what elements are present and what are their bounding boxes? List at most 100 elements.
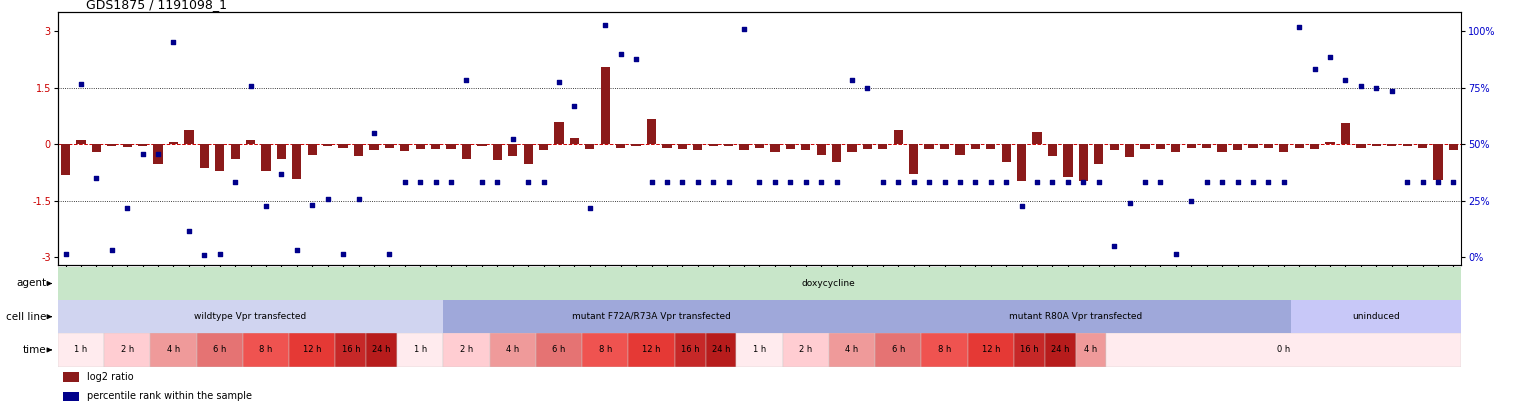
Point [362, 130, 387, 136]
Bar [782, 333, 829, 367]
Bar [1202, 144, 1212, 148]
Bar [277, 144, 286, 158]
Point [654, 179, 679, 185]
Bar [674, 333, 706, 367]
Bar [1292, 300, 1461, 333]
Point [84, 175, 108, 181]
Point [639, 179, 664, 185]
Bar [554, 122, 563, 144]
Bar [816, 144, 826, 155]
Bar [91, 144, 100, 152]
Point [901, 179, 925, 185]
Bar [724, 144, 734, 147]
Bar [586, 144, 595, 149]
Point [347, 196, 371, 202]
Bar [581, 333, 629, 367]
Text: 1 h: 1 h [75, 345, 88, 354]
Text: agent: agent [17, 279, 47, 288]
Point [393, 179, 417, 185]
Point [624, 56, 648, 62]
Bar [1172, 144, 1181, 152]
Point [315, 196, 339, 202]
Point [285, 247, 309, 253]
Bar [875, 333, 921, 367]
Bar [924, 144, 933, 149]
Bar [490, 333, 536, 367]
Bar [76, 140, 85, 144]
Point [131, 150, 155, 157]
Point [778, 179, 802, 185]
Bar [307, 144, 317, 155]
Point [207, 250, 231, 257]
Point [486, 179, 510, 185]
Point [1240, 179, 1265, 185]
Bar [62, 392, 79, 401]
Bar [62, 372, 79, 382]
Bar [154, 144, 163, 164]
Text: 16 h: 16 h [341, 345, 361, 354]
Bar [58, 267, 367, 300]
Bar [355, 144, 364, 156]
Text: doxycycline: doxycycline [802, 279, 855, 288]
Point [438, 179, 463, 185]
Bar [1292, 267, 1461, 300]
Bar [123, 144, 132, 147]
Bar [709, 144, 718, 147]
Point [224, 179, 248, 185]
Point [1441, 179, 1466, 185]
Bar [1310, 144, 1320, 149]
Bar [478, 144, 487, 147]
Bar [107, 144, 117, 146]
Bar [1248, 144, 1257, 148]
Text: 12 h: 12 h [982, 345, 1000, 354]
Text: cell line: cell line [6, 312, 47, 322]
Point [177, 228, 201, 234]
Text: 8 h: 8 h [259, 345, 272, 354]
Bar [103, 333, 151, 367]
Bar [647, 119, 656, 144]
Point [1379, 88, 1403, 95]
Bar [833, 144, 842, 162]
Bar [244, 333, 289, 367]
Text: 6 h: 6 h [892, 345, 906, 354]
Point [1024, 179, 1049, 185]
Point [933, 179, 957, 185]
Bar [508, 144, 517, 156]
Bar [1106, 333, 1461, 367]
Bar [1076, 333, 1106, 367]
Bar [370, 144, 379, 150]
Bar [860, 300, 1292, 333]
Point [1364, 84, 1388, 91]
Point [886, 179, 910, 185]
Bar [677, 144, 686, 149]
Text: 2 h: 2 h [460, 345, 473, 354]
Bar [385, 144, 394, 148]
Point [994, 179, 1018, 185]
Bar [632, 144, 641, 147]
Point [161, 39, 186, 46]
Bar [524, 144, 533, 164]
Text: 24 h: 24 h [373, 345, 391, 354]
Text: 2 h: 2 h [799, 345, 813, 354]
Bar [829, 333, 875, 367]
Text: 1 h: 1 h [753, 345, 766, 354]
Bar [662, 144, 671, 148]
Bar [909, 144, 918, 174]
Point [192, 252, 216, 259]
Text: 6 h: 6 h [552, 345, 566, 354]
Point [1009, 203, 1033, 210]
Point [1411, 179, 1435, 185]
Text: 6 h: 6 h [213, 345, 227, 354]
Bar [335, 333, 367, 367]
Point [546, 79, 571, 85]
Bar [863, 144, 872, 149]
Text: GDS1875 / 1191098_1: GDS1875 / 1191098_1 [85, 0, 227, 11]
Bar [1387, 144, 1396, 147]
Point [53, 250, 78, 257]
Point [609, 50, 633, 57]
Bar [1278, 144, 1289, 152]
Text: 12 h: 12 h [642, 345, 661, 354]
Bar [629, 333, 674, 367]
Bar [569, 138, 578, 144]
Bar [169, 141, 178, 144]
